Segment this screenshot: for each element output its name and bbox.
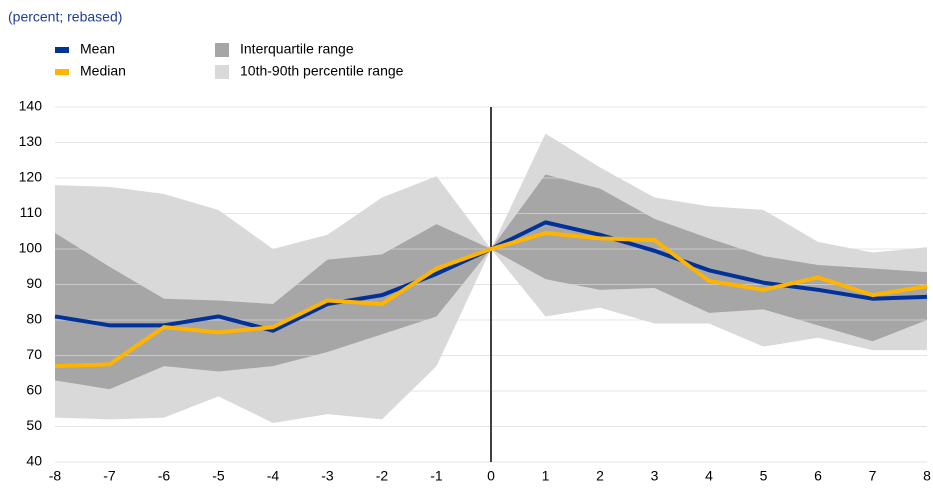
y-tick-label: 90 (26, 275, 42, 291)
legend-swatch (215, 65, 229, 79)
legend-swatch (55, 47, 69, 53)
x-tick-label: -3 (321, 468, 334, 484)
legend-label: 10th-90th percentile range (240, 63, 404, 79)
y-tick-label: 130 (19, 133, 43, 149)
series-line (54, 231, 928, 369)
x-tick-label: -2 (376, 468, 389, 484)
legend-label: Interquartile range (240, 41, 354, 57)
legend-label: Median (80, 63, 126, 79)
x-tick-label: -6 (158, 468, 171, 484)
x-tick-label: -4 (267, 468, 280, 484)
y-tick-label: 110 (20, 204, 43, 220)
y-tick-label: 70 (26, 346, 42, 362)
y-tick-label: 140 (19, 98, 43, 114)
x-tick-label: -1 (430, 468, 443, 484)
y-tick-label: 60 (26, 382, 42, 398)
legend-swatch (55, 69, 69, 75)
chart-subtitle: (percent; rebased) (8, 9, 122, 25)
band-area (55, 174, 927, 390)
x-tick-label: 8 (923, 468, 931, 484)
x-tick-label: 5 (760, 468, 768, 484)
x-tick-label: -5 (212, 468, 225, 484)
y-tick-label: 40 (26, 453, 42, 469)
legend-label: Mean (80, 41, 115, 57)
legend-swatch (215, 43, 229, 57)
x-tick-label: 1 (542, 468, 550, 484)
x-tick-label: 7 (869, 468, 877, 484)
y-tick-label: 50 (26, 417, 42, 433)
y-tick-label: 120 (19, 169, 43, 185)
x-tick-label: 2 (596, 468, 604, 484)
x-tick-label: -8 (49, 468, 62, 484)
x-tick-label: 0 (487, 468, 495, 484)
x-tick-label: 6 (814, 468, 822, 484)
y-tick-label: 80 (26, 311, 42, 327)
y-tick-label: 100 (19, 240, 43, 256)
x-tick-label: 4 (705, 468, 713, 484)
x-tick-label: -7 (103, 468, 116, 484)
x-tick-label: 3 (651, 468, 659, 484)
